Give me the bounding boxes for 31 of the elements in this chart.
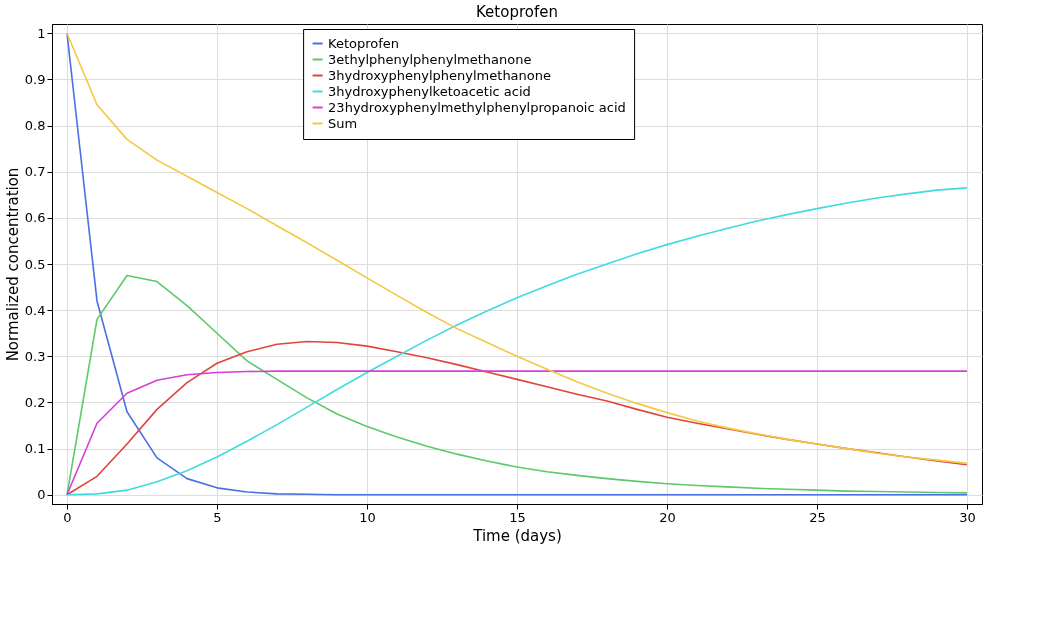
- legend-label: 3ethylphenylphenylmethanone: [328, 51, 532, 67]
- y-tick-label: 0.6: [24, 210, 46, 226]
- legend-label: 23hydroxyphenylmethylphenylpropanoic acid: [328, 99, 626, 115]
- y-tick-label: 0.9: [24, 71, 46, 87]
- line-series: [66, 370, 968, 496]
- legend-label: Sum: [328, 115, 358, 131]
- legend-label: 3hydroxyphenylphenylmethanone: [328, 67, 552, 83]
- line-series: [66, 340, 968, 496]
- y-tick-label: 0.7: [24, 164, 46, 180]
- line-series: [66, 187, 968, 496]
- x-tick-label: 0: [63, 509, 72, 525]
- line-series: [66, 274, 968, 496]
- y-tick-label: 0.2: [24, 394, 46, 410]
- x-tick-label: 20: [659, 509, 676, 525]
- x-tick-label: 15: [509, 509, 526, 525]
- x-tick-label: 30: [959, 509, 976, 525]
- y-tick-label: 1: [37, 25, 46, 41]
- y-tick-label: 0: [37, 487, 46, 503]
- legend-label: Ketoprofen: [328, 35, 400, 51]
- y-tick-label: 0.5: [24, 256, 46, 272]
- y-tick-label: 0.1: [24, 441, 46, 457]
- x-tick-label: 10: [359, 509, 376, 525]
- y-tick-label: 0.3: [24, 348, 46, 364]
- y-axis-title: Normalized concentration: [3, 167, 22, 362]
- x-tick-label: 25: [809, 509, 826, 525]
- x-axis-title: Time (days): [472, 526, 562, 545]
- legend-label: 3hydroxyphenylketoacetic acid: [328, 83, 531, 99]
- y-tick-label: 0.8: [24, 118, 46, 134]
- y-tick-label: 0.4: [24, 302, 46, 318]
- chart-title: Ketoprofen: [476, 3, 558, 21]
- x-tick-label: 5: [213, 509, 222, 525]
